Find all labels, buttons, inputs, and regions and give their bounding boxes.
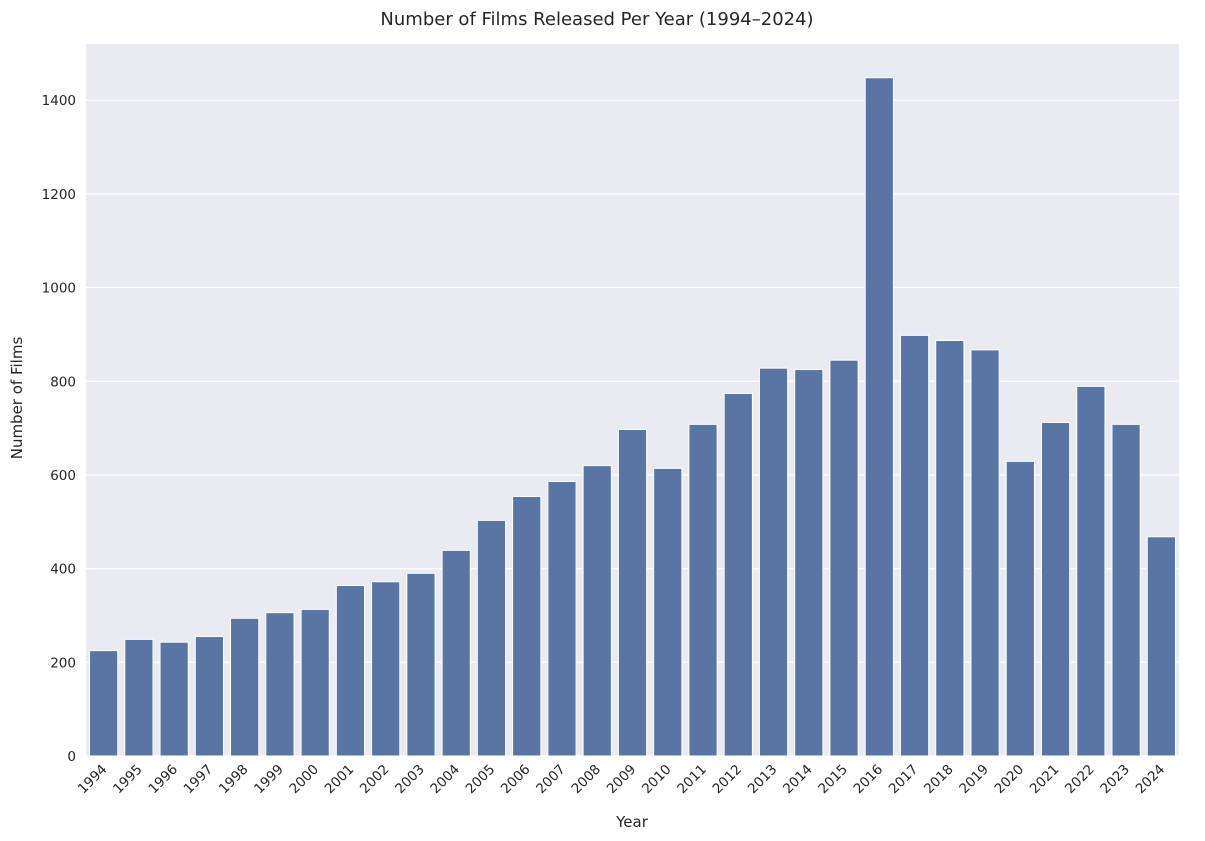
y-tick-label: 1000	[42, 281, 76, 297]
bar-2012	[723, 392, 753, 757]
bar-1996	[159, 641, 189, 757]
y-tick-label: 1200	[42, 187, 76, 203]
bar-2002	[371, 581, 401, 757]
y-tick-label: 1400	[42, 93, 76, 109]
x-tick-label: 1994	[75, 762, 111, 798]
x-tick-label: 2001	[322, 762, 358, 798]
x-tick-label: 2009	[604, 762, 640, 798]
x-tick-label: 2019	[956, 762, 992, 798]
bars	[89, 77, 1176, 757]
y-tick-label: 0	[67, 749, 76, 765]
bar-2015	[829, 359, 859, 757]
x-tick-label: 2017	[886, 762, 922, 798]
x-tick-label: 2000	[286, 762, 322, 798]
x-tick-label: 2024	[1133, 762, 1169, 798]
y-tick-label: 800	[50, 374, 76, 390]
y-tick-label: 600	[50, 468, 76, 484]
x-tick-label: 2002	[357, 762, 393, 798]
bar-2003	[406, 572, 436, 757]
x-tick-label: 2011	[674, 762, 710, 798]
bar-1995	[124, 638, 154, 757]
bar-2024	[1146, 536, 1176, 757]
bar-2001	[335, 584, 366, 757]
bar-2008	[582, 465, 612, 757]
y-axis-label: Number of Films	[8, 337, 26, 460]
bar-2010	[653, 467, 683, 757]
bar-2007	[547, 481, 577, 757]
x-tick-label: 2008	[568, 762, 604, 798]
x-tick-label: 2012	[709, 762, 745, 798]
bar-1999	[265, 612, 295, 757]
bar-2018	[935, 340, 965, 757]
bar-2006	[512, 495, 542, 757]
x-tick-label: 2013	[745, 762, 781, 798]
x-tick-label: 1997	[181, 762, 217, 798]
bar-2020	[1005, 460, 1035, 757]
x-tick-label: 2005	[463, 762, 499, 798]
x-tick-label: 2015	[815, 762, 851, 798]
x-tick-label: 2021	[1027, 762, 1063, 798]
bar-2021	[1040, 421, 1071, 757]
x-tick-label: 1995	[110, 762, 146, 798]
bar-2016	[864, 77, 894, 757]
chart-title: Number of Films Released Per Year (1994–…	[380, 9, 813, 30]
bar-2014	[794, 369, 824, 757]
bar-1994	[89, 650, 119, 757]
x-tick-label: 2003	[392, 762, 428, 798]
x-tick-label: 2023	[1097, 762, 1133, 798]
bar-2022	[1076, 385, 1106, 757]
x-tick-label: 2007	[533, 762, 569, 798]
x-tick-label: 1999	[251, 762, 287, 798]
y-tick-label: 400	[50, 562, 76, 578]
bar-2005	[476, 519, 507, 757]
bar-2004	[441, 549, 471, 757]
x-tick-label: 2018	[921, 762, 957, 798]
x-tick-label: 1996	[145, 762, 181, 798]
x-tick-label: 2020	[992, 762, 1028, 798]
bar-1998	[230, 617, 260, 757]
x-axis-label: Year	[615, 813, 649, 831]
bar-2017	[899, 334, 930, 757]
x-tick-label: 2006	[498, 762, 534, 798]
bar-1997	[194, 636, 225, 757]
y-tick-labels: 0 200 400 600 800 1000 1200 1400	[42, 93, 76, 765]
x-tick-label: 2010	[639, 762, 675, 798]
bar-2000	[300, 608, 330, 757]
bar-2023	[1111, 423, 1141, 757]
x-tick-labels: 1994 1995 1996 1997 1998 1999 2000 2001 2002 2003…	[75, 762, 1168, 798]
bar-2011	[688, 423, 718, 757]
bar-2019	[970, 349, 1000, 757]
x-tick-label: 1998	[216, 762, 252, 798]
x-tick-label: 2014	[780, 762, 816, 798]
x-tick-label: 2022	[1062, 762, 1098, 798]
bar-2009	[617, 429, 648, 757]
x-tick-label: 2016	[851, 762, 887, 798]
bar-2013	[758, 367, 789, 757]
x-tick-label: 2004	[427, 762, 463, 798]
y-tick-label: 200	[50, 655, 76, 671]
